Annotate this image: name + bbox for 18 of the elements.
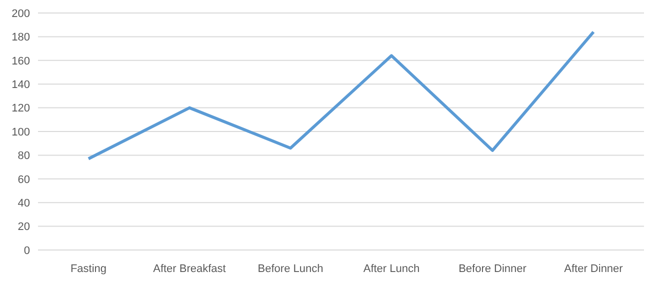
x-tick-label: After Breakfast	[153, 262, 226, 275]
y-tick-label: 0	[24, 244, 30, 257]
y-tick-label: 40	[18, 198, 30, 210]
x-tick-label: Before Lunch	[258, 262, 324, 275]
y-tick-label: 140	[12, 79, 30, 92]
y-tick-label: 20	[18, 221, 30, 234]
y-tick-label: 200	[12, 8, 30, 20]
line-series	[87, 30, 595, 160]
x-tick-label: After Lunch	[363, 262, 420, 275]
y-tick-label: 120	[12, 102, 30, 115]
y-tick-label: 160	[12, 55, 30, 68]
y-tick-label: 180	[12, 32, 30, 44]
y-tick-label: 80	[18, 150, 30, 162]
y-tick-label: 100	[12, 126, 30, 138]
x-tick-label: Before Dinner	[458, 262, 527, 275]
x-tick-label: Fasting	[70, 262, 107, 275]
x-tick-label: After Dinner	[564, 262, 624, 275]
y-tick-label: 60	[18, 174, 30, 186]
